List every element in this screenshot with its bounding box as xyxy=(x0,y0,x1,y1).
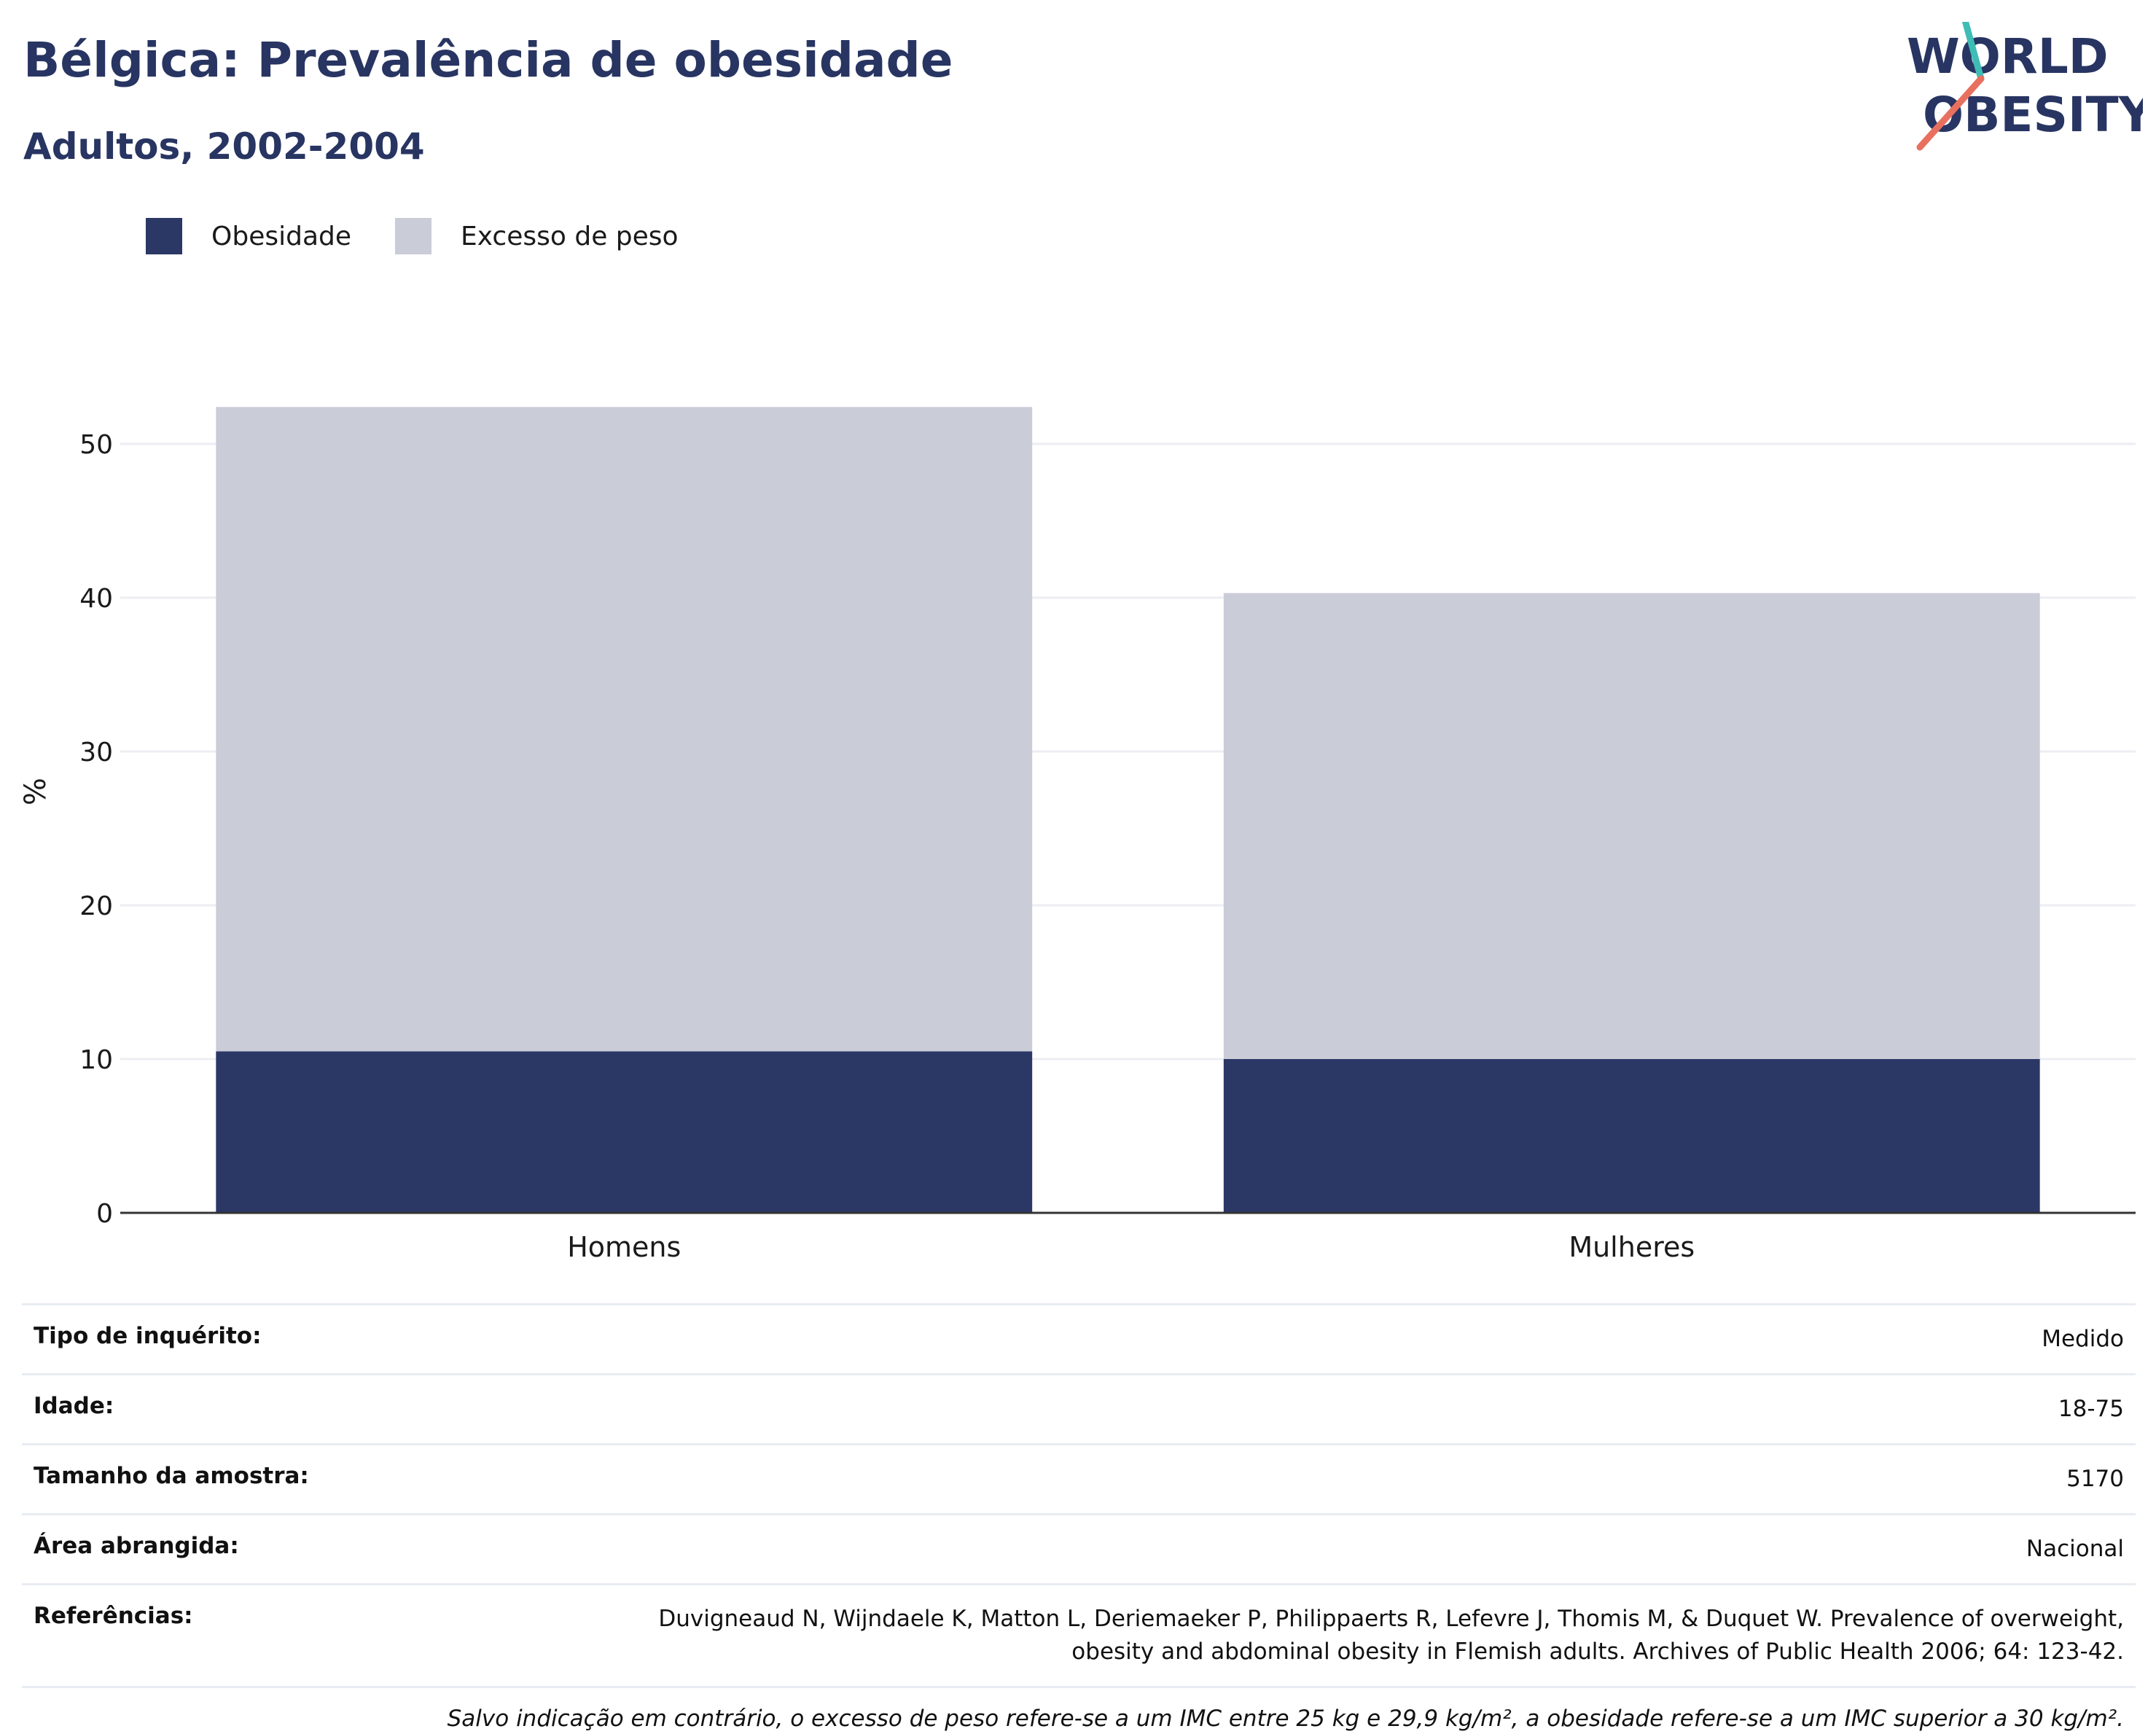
sample-size-label: Tamanho da amostra: xyxy=(34,1462,309,1489)
y-tick-label-40: 40 xyxy=(79,584,113,614)
legend-swatch-overweight xyxy=(395,218,432,254)
chart-subtitle: Adultos, 2002-2004 xyxy=(23,125,425,168)
info-row-area: Área abrangida: Nacional xyxy=(22,1512,2136,1583)
area-value: Nacional xyxy=(2026,1535,2124,1562)
info-row-age: Idade: 18-75 xyxy=(22,1372,2136,1443)
x-tick-label-mulheres: Mulheres xyxy=(1569,1231,1695,1263)
y-tick-label-20: 20 xyxy=(79,891,113,921)
legend-label-obesity: Obesidade xyxy=(211,221,352,251)
area-label: Área abrangida: xyxy=(34,1532,239,1559)
survey-type-value: Medido xyxy=(2042,1326,2124,1352)
sample-size-value: 5170 xyxy=(2066,1465,2124,1492)
bar-homens-series-1 xyxy=(216,407,1033,1052)
logo-slash-coral xyxy=(1916,75,1985,151)
references-line-2: obesity and abdominal obesity in Flemish… xyxy=(1071,1638,2124,1665)
y-tick-label-10: 10 xyxy=(79,1045,113,1075)
chart-legend: Obesidade Excesso de peso xyxy=(146,217,722,255)
legend-label-overweight: Excesso de peso xyxy=(461,221,679,251)
chart-title: Bélgica: Prevalência de obesidade xyxy=(23,32,953,88)
bar-mulheres-series-1 xyxy=(1223,593,2040,1059)
survey-info-table: Tipo de inquérito: Medido Idade: 18-75 T… xyxy=(22,1303,2136,1734)
legend-item-obesity: Obesidade xyxy=(146,218,351,254)
bar-mulheres-series-0 xyxy=(1223,1059,2040,1213)
y-tick-label-50: 50 xyxy=(79,430,113,460)
x-tick-label-homens: Homens xyxy=(567,1231,681,1263)
definition-note: Salvo indicação em contrário, o excesso … xyxy=(447,1705,2124,1732)
logo-text-world: WORLD xyxy=(1907,28,2109,85)
info-row-survey-type: Tipo de inquérito: Medido xyxy=(22,1303,2136,1373)
stacked-bar-chart: 0 10 20 30 40 50% Homens Mulheres xyxy=(19,407,2136,1263)
logo-slash-teal xyxy=(1961,22,1985,82)
references-label: Referências: xyxy=(34,1602,193,1629)
legend-item-overweight: Excesso de peso xyxy=(395,218,679,254)
bar-homens-series-0 xyxy=(216,1051,1033,1213)
info-row-sample-size: Tamanho da amostra: 5170 xyxy=(22,1442,2136,1513)
world-obesity-logo: WORLD OBESITY xyxy=(1907,22,2143,151)
references-line-1: Duvigneaud N, Wijndaele K, Matton L, Der… xyxy=(658,1605,2124,1632)
survey-type-label: Tipo de inquérito: xyxy=(34,1323,262,1349)
age-label: Idade: xyxy=(34,1392,114,1419)
y-axis-title: % xyxy=(19,778,52,805)
logo-text-obesity: OBESITY xyxy=(1923,87,2143,143)
y-tick-label-30: 30 xyxy=(79,738,113,768)
legend-swatch-obesity xyxy=(146,218,182,254)
info-row-note: Salvo indicação em contrário, o excesso … xyxy=(22,1685,2136,1734)
references-value: Duvigneaud N, Wijndaele K, Matton L, Der… xyxy=(658,1603,2124,1668)
age-value: 18-75 xyxy=(2058,1395,2124,1422)
y-tick-label-0: 0 xyxy=(96,1199,113,1229)
info-row-references: Referências: Duvigneaud N, Wijndaele K, … xyxy=(22,1582,2136,1686)
